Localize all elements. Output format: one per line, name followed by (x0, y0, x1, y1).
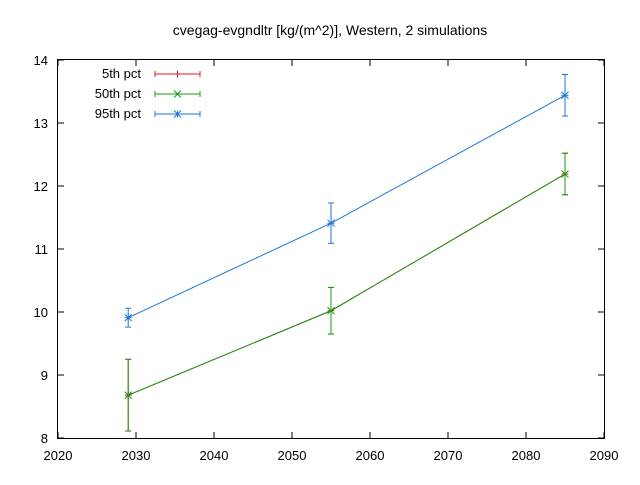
data-point (124, 391, 133, 400)
x-tick-label: 2080 (512, 448, 541, 463)
series-layer (124, 73, 569, 432)
legend-item: 50th pct (95, 86, 201, 101)
x-tick-label: 2040 (200, 448, 229, 463)
series-95th-pct (124, 73, 569, 328)
legend-label: 50th pct (95, 86, 142, 101)
data-point (124, 313, 133, 322)
chart-title: cvegag-evgndltr [kg/(m^2)], Western, 2 s… (173, 22, 487, 38)
x-tick-label: 2020 (44, 448, 73, 463)
legend-marker (173, 90, 182, 98)
x-tick-label: 2070 (434, 448, 463, 463)
legend-item: 5th pct (102, 66, 201, 81)
legend-label: 5th pct (102, 66, 141, 81)
series-line (127, 94, 566, 319)
data-point (327, 306, 335, 315)
y-tick-label: 9 (41, 368, 48, 383)
x-tick-label: 2030 (122, 448, 151, 463)
x-tick-label: 2060 (356, 448, 385, 463)
series-50th-pct (124, 152, 569, 432)
legend-item: 95th pct (95, 106, 201, 121)
y-tick-label: 10 (34, 305, 48, 320)
legend: 5th pct 50th pct 95th pct (95, 66, 201, 121)
y-tick-label: 8 (41, 431, 48, 446)
legend-label: 95th pct (95, 106, 142, 121)
y-tick-label: 11 (35, 242, 49, 257)
series-5th-pct (124, 152, 569, 432)
data-point (327, 219, 335, 228)
data-point (561, 170, 569, 178)
data-point (561, 91, 569, 100)
y-tick-label: 13 (34, 116, 48, 131)
x-tick-label: 2050 (278, 448, 307, 463)
axes: 2020 2030 2040 2050 2060 2070 2080 2090 8 9 10 11 12… (34, 53, 619, 463)
legend-marker (173, 110, 182, 118)
x-tick-label: 2090 (590, 448, 619, 463)
y-tick-label: 12 (34, 179, 48, 194)
series-line (128, 173, 566, 396)
plot-frame (57, 59, 605, 439)
series-line (128, 173, 566, 396)
y-tick-label: 14 (34, 53, 48, 68)
legend-marker (174, 70, 181, 78)
